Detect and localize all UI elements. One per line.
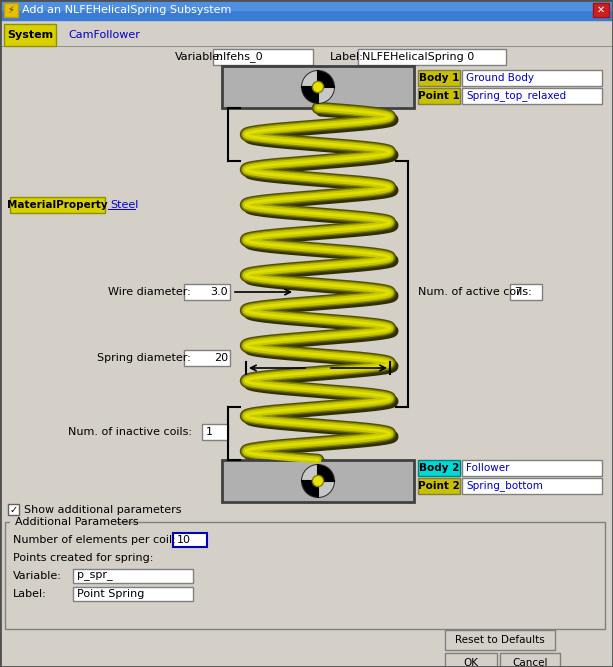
Text: OK: OK	[463, 658, 479, 667]
Bar	[418, 70, 460, 86]
Text: 7: 7	[514, 287, 521, 297]
Text: Num. of active coils:: Num. of active coils:	[418, 287, 531, 297]
Text: Spring_bottom: Spring_bottom	[466, 480, 543, 492]
Text: Point 2: Point 2	[418, 481, 460, 491]
Text: ✓: ✓	[9, 505, 18, 515]
Text: Point Spring: Point Spring	[77, 589, 145, 599]
Text: Body 2: Body 2	[419, 463, 459, 473]
Bar	[418, 478, 460, 494]
Text: Num. of inactive coils:: Num. of inactive coils:	[68, 427, 192, 437]
Bar	[510, 284, 542, 300]
Bar	[593, 3, 609, 17]
Bar	[418, 88, 460, 104]
Text: Label:: Label:	[13, 589, 47, 599]
Circle shape	[313, 81, 324, 93]
Text: Points created for spring:: Points created for spring:	[13, 553, 153, 563]
Bar	[462, 460, 602, 476]
Circle shape	[313, 476, 324, 487]
Text: Reset to Defaults: Reset to Defaults	[455, 635, 545, 645]
Text: Ground Body: Ground Body	[466, 73, 534, 83]
Wedge shape	[318, 481, 334, 497]
Bar	[10, 517, 115, 528]
Bar	[73, 587, 193, 601]
Bar	[5, 522, 605, 629]
Bar	[202, 424, 228, 440]
Wedge shape	[302, 71, 318, 87]
Text: Show additional parameters: Show additional parameters	[24, 505, 181, 515]
Text: Add an NLFEHelicalSpring Subsystem: Add an NLFEHelicalSpring Subsystem	[22, 5, 231, 15]
Wedge shape	[302, 87, 318, 103]
Text: p_spr_: p_spr_	[77, 571, 113, 581]
Text: Number of elements per coil:: Number of elements per coil:	[13, 535, 176, 545]
Text: Spring diameter:: Spring diameter:	[97, 353, 191, 363]
Text: Label:: Label:	[330, 52, 364, 62]
Bar	[0, 0, 613, 20]
Bar	[10, 197, 105, 213]
Text: 20: 20	[214, 353, 228, 363]
Bar	[73, 569, 193, 583]
Text: ⚡: ⚡	[7, 5, 15, 15]
Bar	[8, 504, 19, 515]
Text: Follower: Follower	[466, 463, 509, 473]
Text: Body 1: Body 1	[419, 73, 459, 83]
Text: 10: 10	[177, 535, 191, 545]
Bar	[213, 49, 313, 65]
Text: Additional Parameters: Additional Parameters	[15, 517, 139, 527]
Text: NLFEHelicalSpring 0: NLFEHelicalSpring 0	[362, 52, 474, 62]
Bar	[445, 653, 497, 667]
Wedge shape	[318, 71, 334, 87]
Text: Spring_top_relaxed: Spring_top_relaxed	[466, 91, 566, 101]
Text: Variable:: Variable:	[13, 571, 62, 581]
Bar	[222, 460, 414, 502]
Bar	[445, 630, 555, 650]
Bar	[462, 88, 602, 104]
Text: ✕: ✕	[597, 5, 605, 15]
Bar	[500, 653, 560, 667]
Bar	[0, 0, 613, 10]
Wedge shape	[302, 481, 318, 497]
Text: CamFollower: CamFollower	[68, 30, 140, 40]
Wedge shape	[302, 465, 318, 481]
Wedge shape	[318, 87, 334, 103]
Bar	[462, 70, 602, 86]
Bar	[418, 460, 460, 476]
Bar	[173, 533, 207, 547]
Bar	[0, 20, 613, 48]
Text: nlfehs_0: nlfehs_0	[216, 51, 262, 63]
Text: MaterialProperty: MaterialProperty	[7, 200, 107, 210]
Bar	[4, 24, 56, 46]
Text: Point 1: Point 1	[418, 91, 460, 101]
Bar	[184, 284, 230, 300]
Circle shape	[302, 465, 334, 497]
Text: System: System	[7, 30, 53, 40]
Text: Steel: Steel	[110, 200, 139, 210]
Bar	[184, 350, 230, 366]
Wedge shape	[318, 465, 334, 481]
Bar	[222, 66, 414, 108]
Bar	[4, 3, 18, 17]
Circle shape	[302, 71, 334, 103]
Bar	[0, 46, 613, 47]
Bar	[358, 49, 506, 65]
Text: 3.0: 3.0	[210, 287, 228, 297]
Text: Cancel: Cancel	[512, 658, 548, 667]
Bar	[462, 478, 602, 494]
Text: Variable:: Variable:	[175, 52, 224, 62]
Text: Wire diameter:: Wire diameter:	[108, 287, 191, 297]
Text: 1: 1	[206, 427, 213, 437]
